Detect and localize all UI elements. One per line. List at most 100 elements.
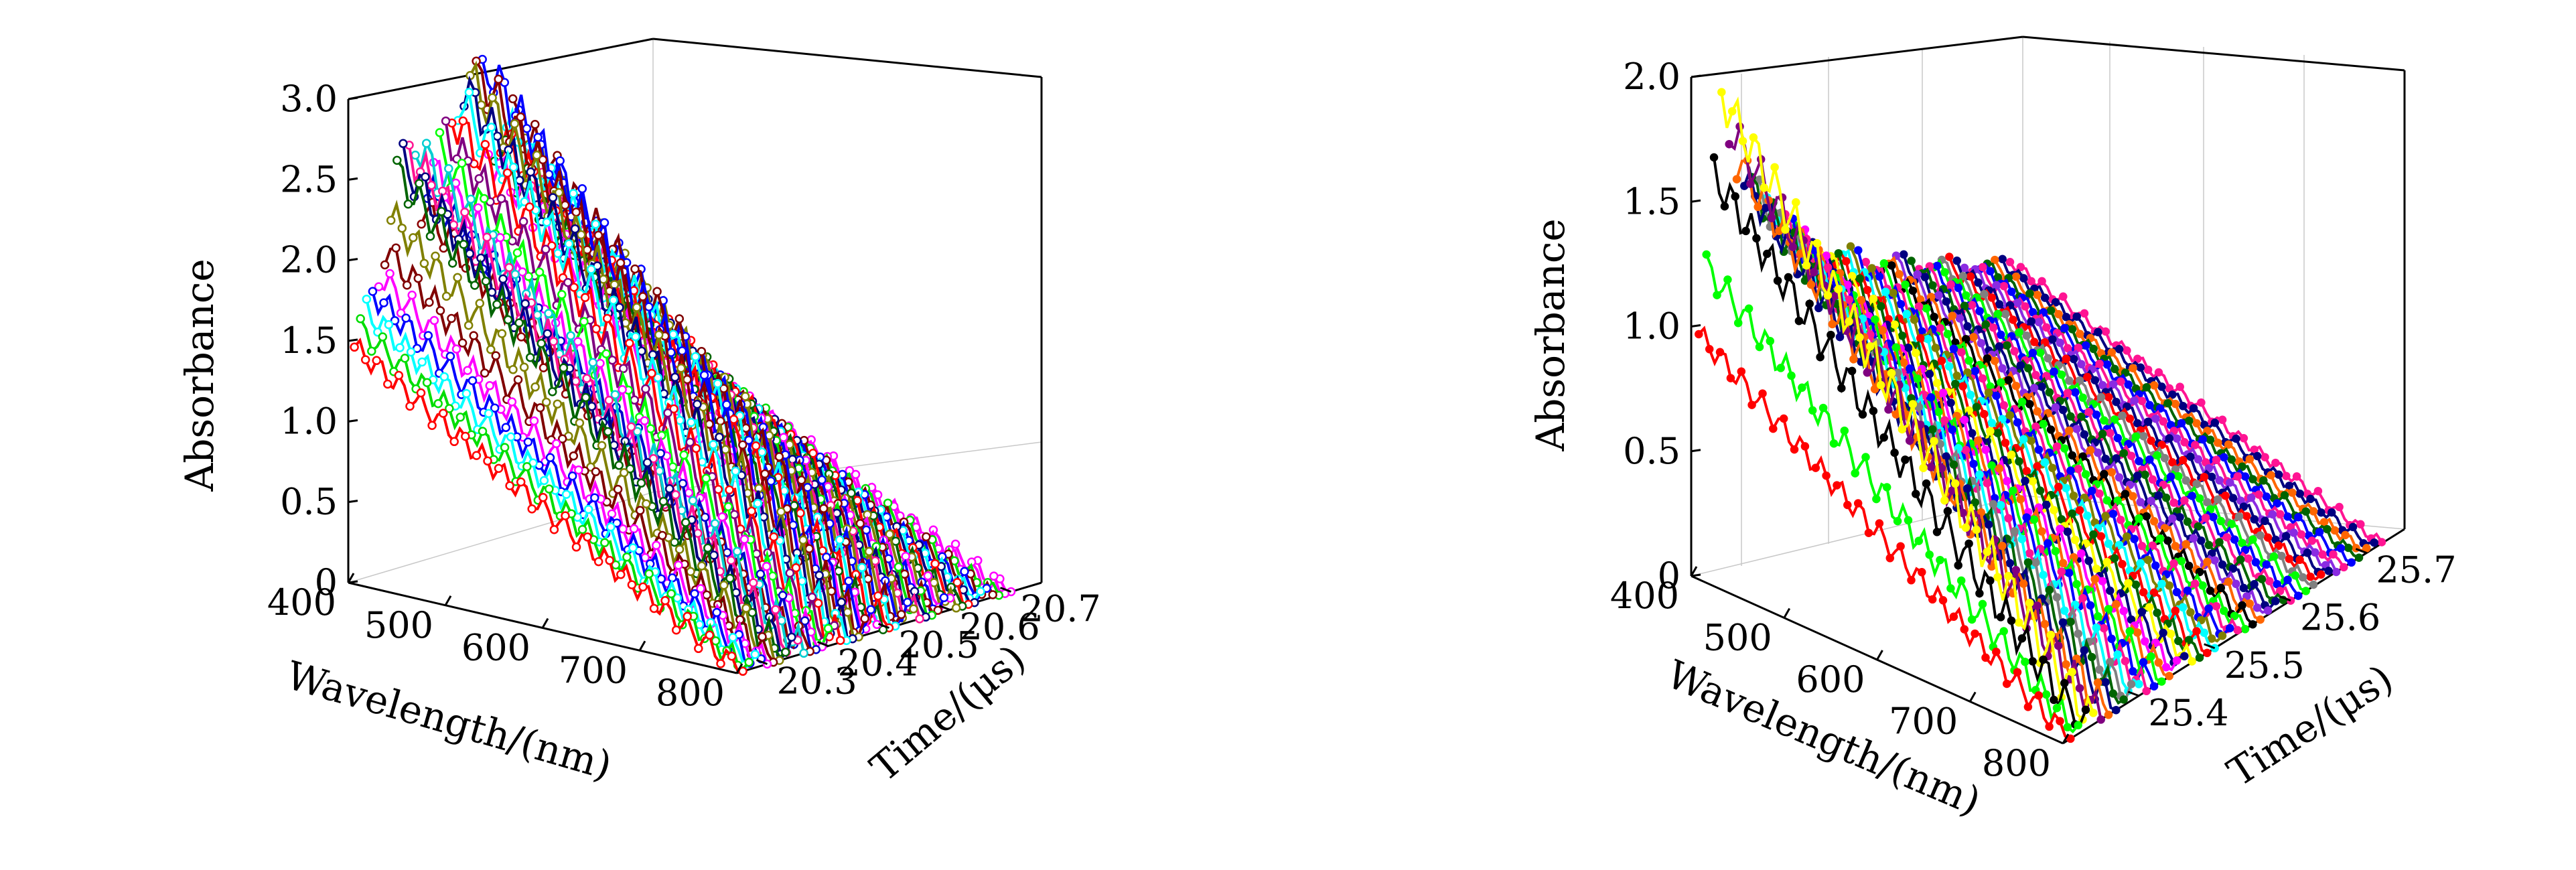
data-point xyxy=(449,437,459,447)
data-point xyxy=(660,595,670,605)
data-point xyxy=(2100,469,2108,479)
data-point xyxy=(2100,416,2108,425)
data-point xyxy=(2194,455,2203,464)
data-point xyxy=(2031,558,2040,567)
data-point xyxy=(2015,457,2023,466)
data-point xyxy=(630,395,640,405)
data-point xyxy=(837,597,847,607)
data-point xyxy=(407,290,417,300)
data-point xyxy=(2212,455,2221,465)
data-point xyxy=(569,451,579,461)
y-tick-label: 25.6 xyxy=(2300,597,2380,639)
data-point xyxy=(545,484,554,494)
data-point xyxy=(2277,551,2286,561)
data-point xyxy=(506,432,516,442)
data-point xyxy=(463,320,474,330)
data-point xyxy=(356,314,365,323)
data-point xyxy=(2046,630,2056,640)
data-point xyxy=(1986,427,1995,435)
data-point xyxy=(2190,579,2200,588)
data-point xyxy=(1983,479,1992,488)
data-point xyxy=(648,453,658,463)
data-point xyxy=(2248,535,2257,544)
data-point xyxy=(1863,285,1872,295)
data-point xyxy=(674,314,685,323)
data-point xyxy=(2072,579,2081,589)
data-point xyxy=(2306,494,2315,504)
data-point xyxy=(1946,584,1955,593)
data-point xyxy=(2102,557,2112,567)
data-point xyxy=(2040,620,2050,629)
data-point xyxy=(555,156,565,165)
data-point xyxy=(2040,293,2050,302)
data-point xyxy=(2288,488,2297,497)
data-point xyxy=(618,524,628,534)
data-point xyxy=(419,259,429,269)
data-point xyxy=(560,200,570,210)
data-point xyxy=(2191,441,2200,449)
data-point xyxy=(2066,412,2075,421)
data-point xyxy=(2315,528,2324,536)
data-point xyxy=(2089,530,2098,539)
data-point xyxy=(1879,433,1888,442)
data-point xyxy=(2092,624,2101,632)
data-point xyxy=(834,566,843,576)
data-point xyxy=(2086,601,2095,610)
data-point xyxy=(2252,603,2262,612)
data-point xyxy=(799,648,808,658)
data-point xyxy=(1975,307,1984,315)
data-point xyxy=(2147,652,2155,661)
data-point xyxy=(417,219,426,229)
data-point xyxy=(2110,364,2119,374)
data-point xyxy=(2218,415,2227,425)
data-point xyxy=(532,310,543,319)
data-point xyxy=(2007,287,2016,296)
data-point xyxy=(2224,577,2233,586)
data-point xyxy=(2377,538,2386,547)
data-point xyxy=(2148,475,2157,484)
data-point xyxy=(703,543,713,553)
data-point xyxy=(2238,538,2246,547)
data-point xyxy=(658,530,667,540)
data-point xyxy=(554,188,564,198)
data-point xyxy=(2200,628,2209,637)
data-point xyxy=(2256,531,2265,540)
data-point xyxy=(1792,198,1800,207)
data-point xyxy=(2125,627,2135,636)
data-point xyxy=(715,416,725,426)
data-point xyxy=(2033,407,2042,416)
data-point xyxy=(729,415,739,424)
data-point xyxy=(605,556,614,565)
data-point xyxy=(1954,283,1963,293)
data-point xyxy=(2028,348,2037,358)
data-point xyxy=(1835,332,1845,342)
data-point xyxy=(739,534,749,544)
data-point xyxy=(2210,419,2220,427)
data-point xyxy=(1861,257,1870,267)
z-tick-label: 0 xyxy=(315,561,338,603)
data-point xyxy=(2165,581,2173,590)
data-point xyxy=(2136,559,2145,568)
data-point xyxy=(591,324,601,334)
data-point xyxy=(2083,511,2092,520)
data-point xyxy=(583,532,592,542)
data-point xyxy=(2248,620,2257,629)
data-point xyxy=(1961,291,1971,300)
data-point xyxy=(1926,393,1936,402)
data-point xyxy=(425,231,435,241)
data-point xyxy=(769,532,779,542)
data-point xyxy=(2052,442,2062,451)
data-point xyxy=(491,351,501,360)
data-point xyxy=(933,605,943,615)
data-point xyxy=(2240,546,2250,555)
data-point xyxy=(2115,473,2124,482)
data-point xyxy=(2228,494,2238,502)
data-point xyxy=(2063,723,2072,732)
z-tick-label: 2.5 xyxy=(280,158,338,200)
data-point xyxy=(505,481,514,490)
data-point xyxy=(1787,371,1796,380)
data-point xyxy=(2017,397,2027,407)
data-point xyxy=(532,150,542,160)
data-point xyxy=(644,569,654,579)
data-point xyxy=(2142,383,2151,392)
